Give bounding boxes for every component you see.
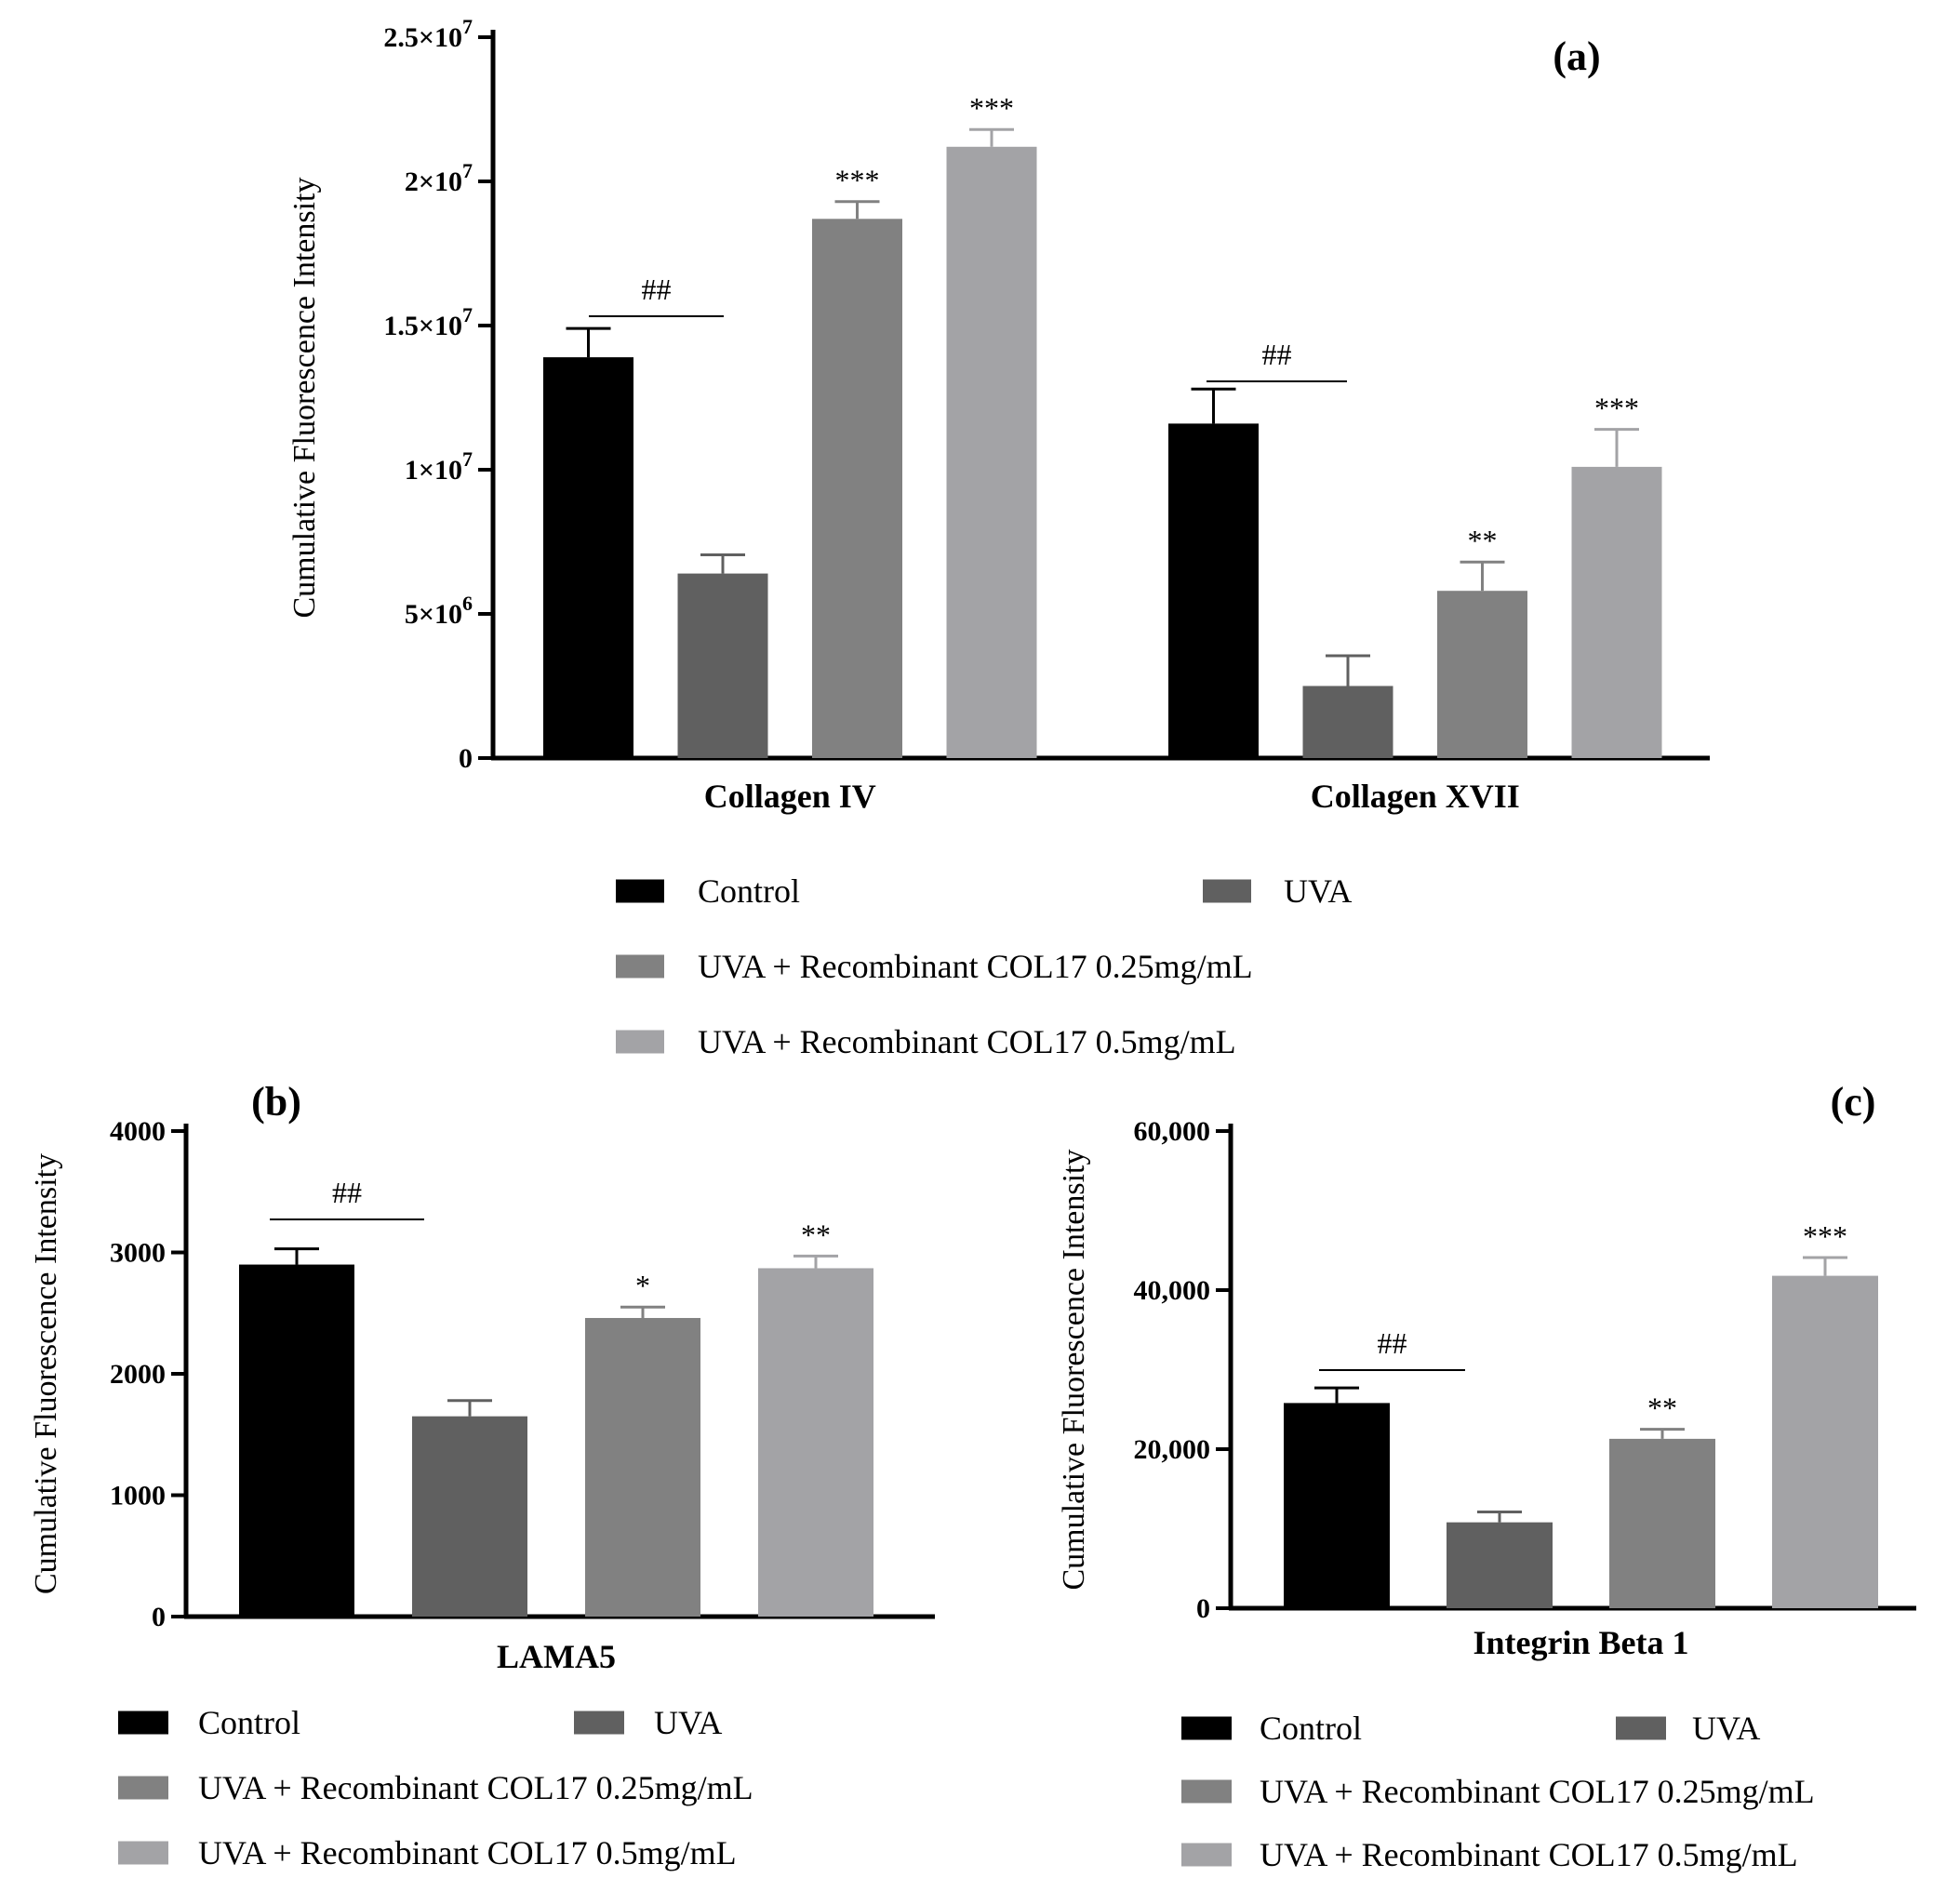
panel-a-legend-swatch [616,954,664,979]
panel-a-legend-swatch [616,879,664,903]
panel-a-bar [812,219,902,759]
panel-a-significance: *** [835,164,880,197]
panel-b-legend-swatch [118,1711,168,1735]
panel-c-y-tick-label: 40,000 [1134,1275,1211,1306]
panel-a-y-tick-exponent: 7 [462,447,473,471]
panel-b-legend-swatch [118,1841,168,1865]
panel-b-bar [585,1317,700,1617]
panel-c-bar [1447,1522,1553,1608]
panel-b-y-tick-label: 4000 [110,1116,166,1147]
panel-c-bar [1772,1275,1878,1608]
panel-a-bar [677,573,768,758]
panel-a-y-tick-label: 2.5×107 [383,15,473,53]
panel-b-comparison-label: ## [332,1176,362,1209]
panel-a-bar [543,357,633,758]
panel-b-label: (b) [251,1079,301,1125]
panel-a-bar [946,146,1037,759]
panel-a-y-tick-label: 0 [459,743,473,774]
panel-a-y-tick-base: 0 [459,743,473,774]
panel-a-y-tick-base: 5×10 [405,599,462,630]
panel-b-y-tick-label: 3000 [110,1238,166,1269]
panel-b-bar [758,1268,873,1617]
panel-a-bar [1302,686,1393,758]
panel-b-y-tick-label: 2000 [110,1359,166,1390]
panel-c-y-tick-label: 60,000 [1134,1116,1211,1147]
panel-c-significance: ** [1647,1391,1677,1425]
panel-a-y-tick-label: 2×107 [405,159,473,197]
panel-a-y-tick-exponent: 6 [462,592,473,615]
panel-a-bar [1571,466,1662,758]
panel-b-bar [239,1264,354,1617]
panel-a-y-tick-exponent: 7 [462,15,473,38]
panel-c-bar [1609,1438,1715,1608]
panel-c-comparison-label: ## [1378,1326,1407,1360]
panel-b-y-tick-base: 0 [152,1602,166,1632]
panel-a-comparison-label: ## [1262,338,1292,371]
panel-a-bar [1168,423,1259,758]
panel-b-significance: ** [801,1218,831,1251]
panel-a-significance: *** [969,91,1014,125]
panel-b-legend-swatch [118,1776,168,1800]
panel-c-y-tick-base: 40,000 [1134,1275,1211,1306]
panel-b-legend-label: UVA + Recombinant COL17 0.5mg/mL [198,1834,737,1871]
panel-a-y-tick-exponent: 7 [462,303,473,326]
panel-a-label: (a) [1553,33,1600,79]
panel-b-y-tick-base: 1000 [110,1481,166,1511]
panel-c-legend-label: UVA + Recombinant COL17 0.5mg/mL [1260,1836,1798,1873]
panel-c-legend-label: Control [1260,1710,1362,1747]
panel-c-label: (c) [1831,1079,1876,1125]
panel-a-y-tick-base: 1×10 [405,455,462,486]
panel-c-bar [1284,1403,1390,1608]
panel-a-y-tick-base: 2×10 [405,166,462,197]
panel-a-significance: ** [1468,524,1498,557]
panel-a-y-tick-label: 5×106 [405,592,473,630]
panel-c-significance: *** [1803,1219,1847,1253]
panel-c-legend-label: UVA [1692,1710,1760,1747]
panel-b-bar [412,1416,527,1617]
panel-b-y-tick-label: 0 [152,1602,166,1632]
panel-a-legend-label: UVA + Recombinant COL17 0.5mg/mL [698,1023,1236,1060]
panel-b-y-tick-label: 1000 [110,1481,166,1511]
panel-a-y-tick-base: 2.5×10 [383,22,462,53]
panel-b-y-axis-label: Cumulative Fluorescence Intensity [29,1153,63,1594]
panel-a-legend-swatch [1203,879,1251,903]
panel-a-category-label: Collagen IV [704,778,876,815]
panel-a-y-tick-base: 1.5×10 [383,311,462,341]
panel-b-legend-label: UVA [654,1704,722,1741]
panel-a-y-axis-label: Cumulative Fluorescence Intensity [287,178,322,619]
panel-a-legend-swatch [616,1030,664,1054]
panel-c-legend-swatch [1616,1716,1666,1740]
panel-c-y-tick-base: 60,000 [1134,1116,1211,1147]
panel-a-significance: *** [1594,392,1639,425]
panel-a-comparison-label: ## [642,273,672,306]
panel-c-y-tick-label: 20,000 [1134,1434,1211,1465]
panel-c-legend-label: UVA + Recombinant COL17 0.25mg/mL [1260,1773,1815,1810]
panel-c-legend-swatch [1181,1716,1232,1740]
panel-b-legend-label: Control [198,1704,300,1741]
panel-a-y-tick-label: 1×107 [405,447,473,486]
panel-b-legend-label: UVA + Recombinant COL17 0.25mg/mL [198,1769,753,1806]
panel-b-significance: * [635,1269,650,1302]
panel-b-category-label: LAMA5 [497,1638,616,1675]
panel-b-y-tick-base: 3000 [110,1238,166,1269]
panel-c-y-tick-base: 0 [1196,1593,1210,1624]
panel-c-y-tick-label: 0 [1196,1593,1210,1624]
panel-a-y-tick-label: 1.5×107 [383,303,473,341]
panel-b-legend-swatch [574,1711,624,1735]
panel-a-legend-label: Control [698,872,800,910]
panel-a-legend-label: UVA [1284,872,1352,910]
panel-a-y-tick-exponent: 7 [462,159,473,182]
panel-a-bar [1437,591,1527,758]
panel-b-y-tick-base: 2000 [110,1359,166,1390]
panel-c-category-label: Integrin Beta 1 [1473,1624,1689,1661]
panel-c-legend-swatch [1181,1779,1232,1804]
panel-a-category-label: Collagen XVII [1311,778,1520,815]
panel-b-y-tick-base: 4000 [110,1116,166,1147]
panel-c-legend-swatch [1181,1843,1232,1867]
panel-a-legend-label: UVA + Recombinant COL17 0.25mg/mL [698,948,1253,985]
panel-c-y-axis-label: Cumulative Fluorescence Intensity [1057,1150,1091,1591]
panel-c-y-tick-base: 20,000 [1134,1434,1211,1465]
